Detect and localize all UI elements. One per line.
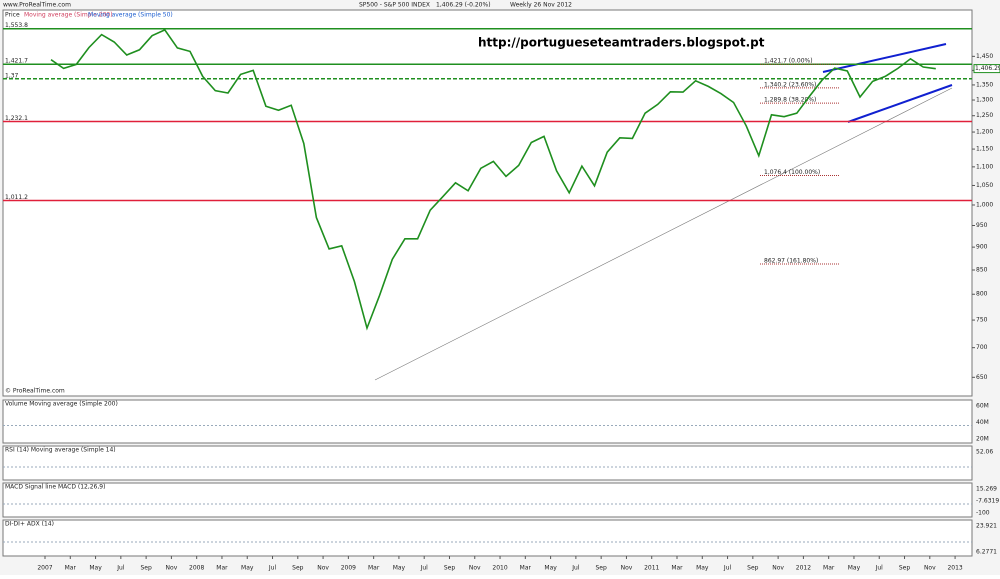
x-tick-label: Jul (116, 565, 125, 572)
rsi-panel (2, 445, 973, 481)
y-tick-label: 850 (976, 266, 988, 273)
x-tick-label: Sep (596, 565, 608, 572)
x-tick-label: May (848, 565, 861, 572)
annotation: http://portugueseteamtraders.blogspot.pt (478, 36, 765, 50)
y-tick-label: 900 (976, 244, 988, 251)
support-line (374, 87, 953, 381)
panel-tick-label: 40M (976, 419, 989, 426)
y-tick-label: 1,150 (976, 146, 993, 153)
x-tick-label: Jul (420, 565, 429, 572)
y-tick-label: 700 (976, 344, 988, 351)
x-tick-label: Nov (166, 565, 178, 572)
y-tick-label: 950 (976, 222, 988, 229)
level-label: 1,232.1 (5, 115, 28, 122)
x-tick-label: 2007 (37, 565, 52, 572)
x-tick-label: Jul (268, 565, 277, 572)
level-label: 1,37 (5, 72, 19, 79)
x-tick-label: Nov (317, 565, 329, 572)
x-tick-label: Jul (571, 565, 580, 572)
panel-title: MACD Signal line MACD (12,26,9) (5, 484, 105, 491)
x-tick-label: Mar (520, 565, 532, 572)
x-tick-label: May (89, 565, 102, 572)
y-tick-label: 1,050 (976, 182, 993, 189)
x-tick-label: 2008 (189, 565, 204, 572)
x-tick-label: May (544, 565, 557, 572)
x-tick-label: Nov (772, 565, 784, 572)
watermark: © ProRealTime.com (5, 388, 65, 395)
x-tick-label: Jul (723, 565, 732, 572)
volume-panel (2, 399, 973, 444)
x-tick-label: Mar (671, 565, 683, 572)
x-tick-label: Nov (924, 565, 936, 572)
legend-ma50: Moving average (Simple 50) (88, 12, 173, 19)
x-tick-label: Sep (444, 565, 456, 572)
x-tick-label: May (393, 565, 406, 572)
x-tick-label: May (241, 565, 254, 572)
panel-title: DI-DI+ ADX (14) (5, 521, 54, 528)
x-tick-label: 2013 (947, 565, 962, 572)
x-tick-label: 2009 (341, 565, 356, 572)
y-tick-label: 650 (976, 374, 988, 381)
last: 1,406.29 (-0.20%) (436, 2, 491, 9)
y-tick-label: 1,350 (976, 81, 993, 88)
site: www.ProRealTime.com (3, 2, 71, 9)
x-tick-label: Sep (899, 565, 911, 572)
trend-channel-bottom (847, 84, 953, 123)
fib-label: 1,340.2 (23.60%) (764, 81, 816, 88)
fib-label: 1,076.4 (100.00%) (764, 169, 820, 176)
last-price-box (973, 64, 1000, 74)
y-tick-label: 1,250 (976, 112, 993, 119)
x-tick-label: May (696, 565, 709, 572)
last-price-label: 1,406.29 (975, 65, 1000, 72)
y-tick-label: 1,300 (976, 97, 993, 104)
panel-tick-label: 60M (976, 403, 989, 410)
panel-tick-label: 15.269 (976, 486, 997, 493)
x-tick-label: Mar (216, 565, 228, 572)
price-line (50, 28, 936, 331)
y-tick-label: 750 (976, 317, 988, 324)
level-label: 1,011.2 (5, 194, 28, 201)
level-label: 1,553.8 (5, 22, 28, 29)
panel-tick-label: 20M (976, 436, 989, 443)
macd-panel (2, 482, 973, 518)
x-tick-label: Nov (469, 565, 481, 572)
x-tick-label: 2011 (644, 565, 659, 572)
adx-panel (2, 519, 973, 557)
panel-tick-label: 23.921 (976, 523, 997, 530)
fib-label: 862.97 (161.80%) (764, 257, 818, 264)
x-tick-label: 2010 (492, 565, 507, 572)
x-tick-label: Mar (823, 565, 835, 572)
y-tick-label: 1,450 (976, 53, 993, 60)
period: Weekly 26 Nov 2012 (510, 2, 572, 9)
panel-tick-label: 52.06 (976, 449, 993, 456)
x-tick-label: Mar (65, 565, 77, 572)
x-tick-label: 2012 (796, 565, 811, 572)
panel-tick-label: -100 (976, 510, 990, 517)
x-tick-label: Sep (292, 565, 304, 572)
y-tick-label: 1,100 (976, 163, 993, 170)
panel-title: Volume Moving average (Simple 200) (5, 401, 118, 408)
x-tick-label: Nov (621, 565, 633, 572)
legend-price: Price (5, 12, 20, 19)
panel-title: RSI (14) Moving average (Simple 14) (5, 447, 116, 454)
panel-tick-label: 6.2771 (976, 549, 997, 556)
fib-label: 1,289.8 (38.20%) (764, 97, 816, 104)
y-tick-label: 1,000 (976, 201, 993, 208)
price-panel (2, 9, 973, 397)
x-tick-label: Sep (140, 565, 152, 572)
x-tick-label: Jul (875, 565, 884, 572)
x-tick-label: Sep (747, 565, 759, 572)
panel-tick-label: -7.6319 (976, 498, 999, 505)
fib-label: 1,421.7 (0.00%) (764, 58, 813, 65)
y-tick-label: 800 (976, 291, 988, 298)
trend-channel-top (822, 43, 947, 73)
x-tick-label: Mar (368, 565, 380, 572)
instrument: SP500 - S&P 500 INDEX (359, 2, 430, 9)
y-tick-label: 1,200 (976, 129, 993, 136)
legend-ma200: Moving average (Simple 200) (24, 12, 113, 19)
level-label: 1,421.7 (5, 58, 28, 65)
